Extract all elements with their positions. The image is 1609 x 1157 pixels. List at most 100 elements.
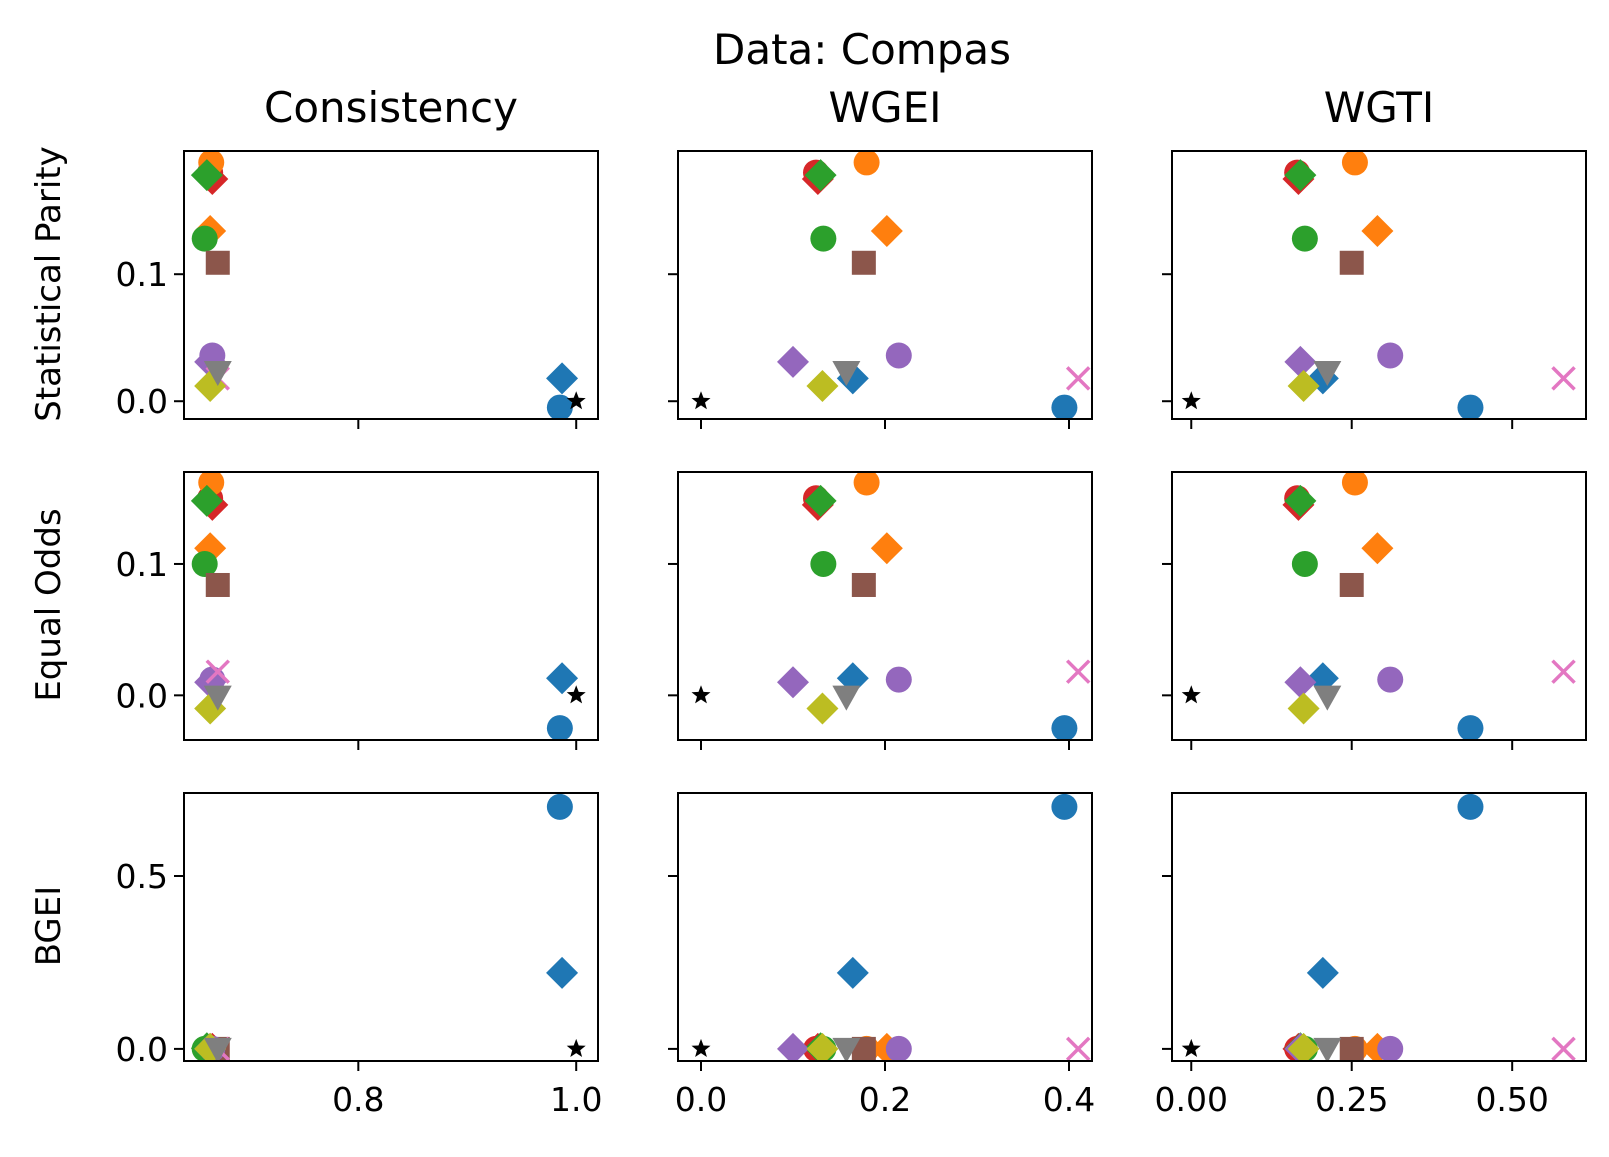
data-point-star-2 [1181,685,1201,704]
y-tick-label: 0.1 [116,545,168,584]
panel-bgei-wgei: 0.0 0.2 0.4 [668,792,1095,1119]
data-point-circle-7 [1291,225,1318,252]
panel-bgei-consistency: 0.0 0.5 0.8 1.0 [116,792,602,1119]
row-label-bgei: BGEI [29,886,69,967]
data-point-diamond-13 [1287,692,1320,725]
panel-statistical-parity-wgti [1162,150,1587,429]
data-point-square-9 [1339,1036,1364,1061]
data-point-diamond-11 [777,345,809,378]
x-tick-label: 0.2 [859,1080,911,1119]
data-point-circle-10 [1377,342,1404,369]
y-tick-label: 0.0 [116,1030,168,1069]
data-point-triangle-down-14 [832,1037,861,1061]
x-tick-label: 0.00 [1155,1080,1228,1119]
data-point-diamond-11 [1284,666,1317,699]
data-point-triangle-down-14 [832,685,861,711]
column-title-wgei: WGEI [829,83,942,132]
data-point-circle-10 [885,666,912,693]
data-point-star-2 [1181,1038,1201,1057]
data-point-x-12 [1065,1036,1091,1061]
panel-statistical-parity-consistency: 0.0 0.1 [116,150,599,429]
data-point-diamond-13 [1287,1032,1320,1061]
data-point-diamond-6 [870,532,903,565]
data-point-circle-7 [191,550,218,577]
data-point-triangle-down-14 [203,685,232,711]
data-point-diamond-13 [1287,369,1320,402]
data-point-star-2 [691,391,711,410]
data-point-diamond-1 [546,362,579,395]
data-point-x-12 [1065,366,1091,391]
data-point-triangle-down-14 [1313,1037,1342,1061]
x-tick-label: 0.4 [1043,1080,1095,1119]
data-point-diamond-1 [546,662,579,695]
panel-bgei-wgti-points [1181,793,1576,1061]
panel-statistical-parity-wgei [668,150,1093,429]
data-point-diamond-11 [777,1032,809,1061]
data-point-circle-0 [546,394,573,419]
panel-equal-odds-consistency-frame [183,471,599,741]
data-point-circle-0 [1051,715,1078,740]
panel-equal-odds-wgei [668,471,1093,750]
data-point-diamond-1 [546,956,579,989]
data-point-square-9 [1339,250,1364,275]
data-point-circle-5 [853,151,880,176]
panel-statistical-parity-consistency-points [190,151,586,419]
panel-equal-odds-wgti-frame [1171,471,1587,741]
panel-bgei-wgti-frame [1171,792,1587,1062]
data-point-triangle-down-14 [203,1037,232,1061]
panel-bgei-wgti: 0.00 0.25 0.50 [1155,792,1587,1119]
data-point-diamond-8 [190,484,223,517]
data-point-circle-10 [885,1035,912,1061]
row-label-statistical-parity: Statistical Parity [29,146,69,422]
data-point-x-12 [1551,1036,1576,1061]
data-point-circle-0 [1457,394,1484,419]
chart-title: Data: Compas [713,25,1011,74]
data-point-circle-7 [810,225,837,252]
y-tick-label: 0.0 [116,676,168,715]
panel-statistical-parity-wgei-points [691,151,1091,419]
data-point-square-9 [851,572,876,597]
panel-equal-odds-wgei-points [691,472,1091,740]
data-point-circle-5 [1341,472,1368,496]
data-point-diamond-13 [806,369,839,402]
panel-equal-odds-consistency-points [190,472,586,740]
row-label-equal-odds: Equal Odds [29,508,69,701]
data-point-x-12 [1551,366,1576,391]
data-point-circle-0 [1051,394,1078,419]
data-point-circle-10 [1377,1035,1404,1061]
x-tick-label: 0.0 [675,1080,727,1119]
data-point-diamond-13 [806,692,839,725]
panel-equal-odds-wgti-points [1181,472,1576,740]
data-point-circle-5 [1341,151,1368,176]
x-tick-label: 0.50 [1475,1080,1548,1119]
y-tick-label: 0.1 [116,255,168,294]
data-point-diamond-6 [1361,532,1394,565]
data-point-circle-0 [546,715,573,740]
data-point-square-9 [205,572,230,597]
data-point-circle-10 [1377,666,1404,693]
data-point-star-2 [691,1038,711,1057]
data-point-circle-7 [810,550,837,577]
data-point-circle-10 [885,342,912,369]
x-tick-label: 0.25 [1315,1080,1388,1119]
data-point-triangle-down-14 [1313,685,1342,711]
data-point-diamond-8 [804,484,837,517]
data-point-x-12 [1065,659,1091,684]
x-tick-label: 0.8 [332,1080,384,1119]
data-point-square-9 [1339,572,1364,597]
panel-statistical-parity-wgti-frame [1171,150,1587,420]
data-point-star-2 [691,685,711,704]
data-point-diamond-11 [777,666,809,699]
data-point-diamond-1 [1306,956,1339,989]
data-point-star-2 [566,391,586,410]
panel-bgei-consistency-points [190,793,586,1061]
data-point-star-2 [1181,391,1201,410]
data-point-circle-0 [546,793,573,820]
y-tick-label: 0.0 [116,382,168,421]
panel-bgei-consistency-frame [183,792,599,1062]
column-title-consistency: Consistency [264,83,518,132]
data-point-circle-5 [853,472,880,496]
panel-statistical-parity-consistency-frame [183,150,599,420]
data-point-triangle-down-14 [203,361,232,387]
